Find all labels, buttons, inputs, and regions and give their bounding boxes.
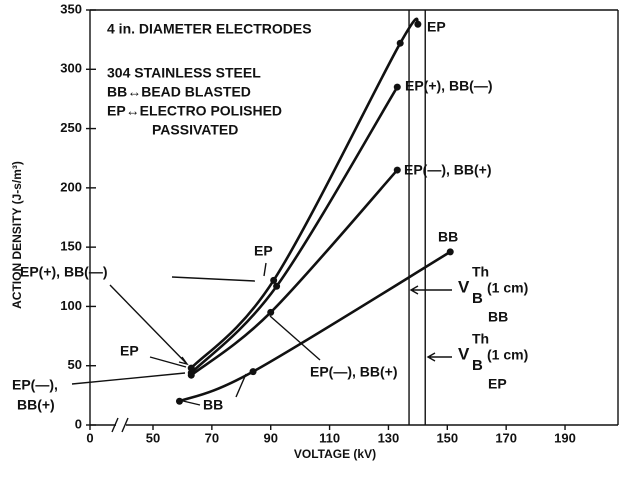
- data-point: [175, 397, 183, 405]
- annotation: EP: [120, 343, 139, 359]
- data-point: [187, 371, 195, 379]
- leader: [182, 400, 201, 406]
- leader: [149, 356, 187, 368]
- x-tick-label: 110: [319, 430, 340, 445]
- y-tick-label: 150: [60, 239, 82, 254]
- ref-symbol: V: [458, 344, 470, 363]
- x-tick-label: 170: [495, 430, 517, 445]
- x-tick-label: 150: [436, 430, 458, 445]
- data-point: [249, 368, 257, 376]
- y-tick-label: 50: [68, 357, 82, 372]
- y-tick-label: 250: [60, 120, 82, 135]
- series-label: EP(+), BB(—): [405, 78, 493, 94]
- series-line: [190, 17, 419, 369]
- data-point: [393, 166, 401, 174]
- x-tick-label: 50: [146, 430, 160, 445]
- series-label: BB: [438, 229, 458, 245]
- x-tick-label: 130: [378, 430, 400, 445]
- leader: [235, 373, 247, 398]
- note: BB↔BEAD BLASTED: [107, 84, 251, 100]
- annotation: EP: [254, 243, 273, 259]
- note: EP↔ELECTRO POLISHED: [107, 103, 282, 119]
- note: 4 in. DIAMETER ELECTRODES: [107, 21, 312, 37]
- note: PASSIVATED: [152, 122, 238, 138]
- data-point: [396, 39, 404, 47]
- ref-superscript: Th: [472, 264, 489, 280]
- x-tick-label: 0: [86, 430, 93, 445]
- annotation: BB: [203, 397, 223, 413]
- x-tick-label: 70: [205, 430, 219, 445]
- data-point: [446, 248, 454, 256]
- data-point: [267, 308, 275, 316]
- y-axis-label: ACTION DENSITY (J-s/m³): [10, 161, 24, 309]
- note: 304 STAINLESS STEEL: [107, 65, 261, 81]
- annotation: BB(+): [17, 397, 55, 413]
- ref-text: (1 cm): [487, 347, 528, 363]
- leader: [269, 315, 321, 361]
- ref-subscript: B: [472, 290, 483, 307]
- ref-symbol: V: [458, 277, 470, 296]
- annotation: EP(—),: [12, 377, 58, 393]
- annotation: EP(—), BB(+): [310, 364, 398, 380]
- y-tick-label: 100: [60, 298, 82, 313]
- ref-text: (1 cm): [487, 280, 528, 296]
- ref-superscript: Th: [472, 331, 489, 347]
- data-point: [273, 282, 281, 290]
- leader: [71, 372, 186, 385]
- y-tick-label: 0: [75, 416, 82, 431]
- leader: [171, 276, 256, 282]
- y-tick-label: 300: [60, 61, 82, 76]
- data-point: [393, 83, 401, 91]
- series-label: EP: [427, 19, 446, 35]
- ref-subscript: B: [472, 357, 483, 374]
- arrow: [426, 352, 452, 362]
- series-line: [179, 250, 451, 403]
- arrow: [409, 285, 452, 295]
- ref-label: EP: [488, 376, 507, 392]
- axis-break: [111, 417, 119, 433]
- leader: [263, 262, 267, 277]
- x-tick-label: 90: [263, 430, 277, 445]
- data-point: [270, 276, 278, 284]
- data-point: [414, 20, 422, 28]
- leader: [109, 284, 189, 366]
- series-line: [190, 86, 399, 374]
- y-tick-label: 350: [60, 1, 82, 16]
- x-tick-label: 190: [554, 430, 576, 445]
- ref-label: BB: [488, 309, 508, 325]
- series-label: EP(—), BB(+): [404, 162, 492, 178]
- x-axis-label: VOLTAGE (kV): [294, 447, 376, 461]
- axis-break: [121, 417, 129, 433]
- annotation: EP(+), BB(—): [20, 264, 108, 280]
- y-tick-label: 200: [60, 179, 82, 194]
- series-line: [190, 169, 399, 377]
